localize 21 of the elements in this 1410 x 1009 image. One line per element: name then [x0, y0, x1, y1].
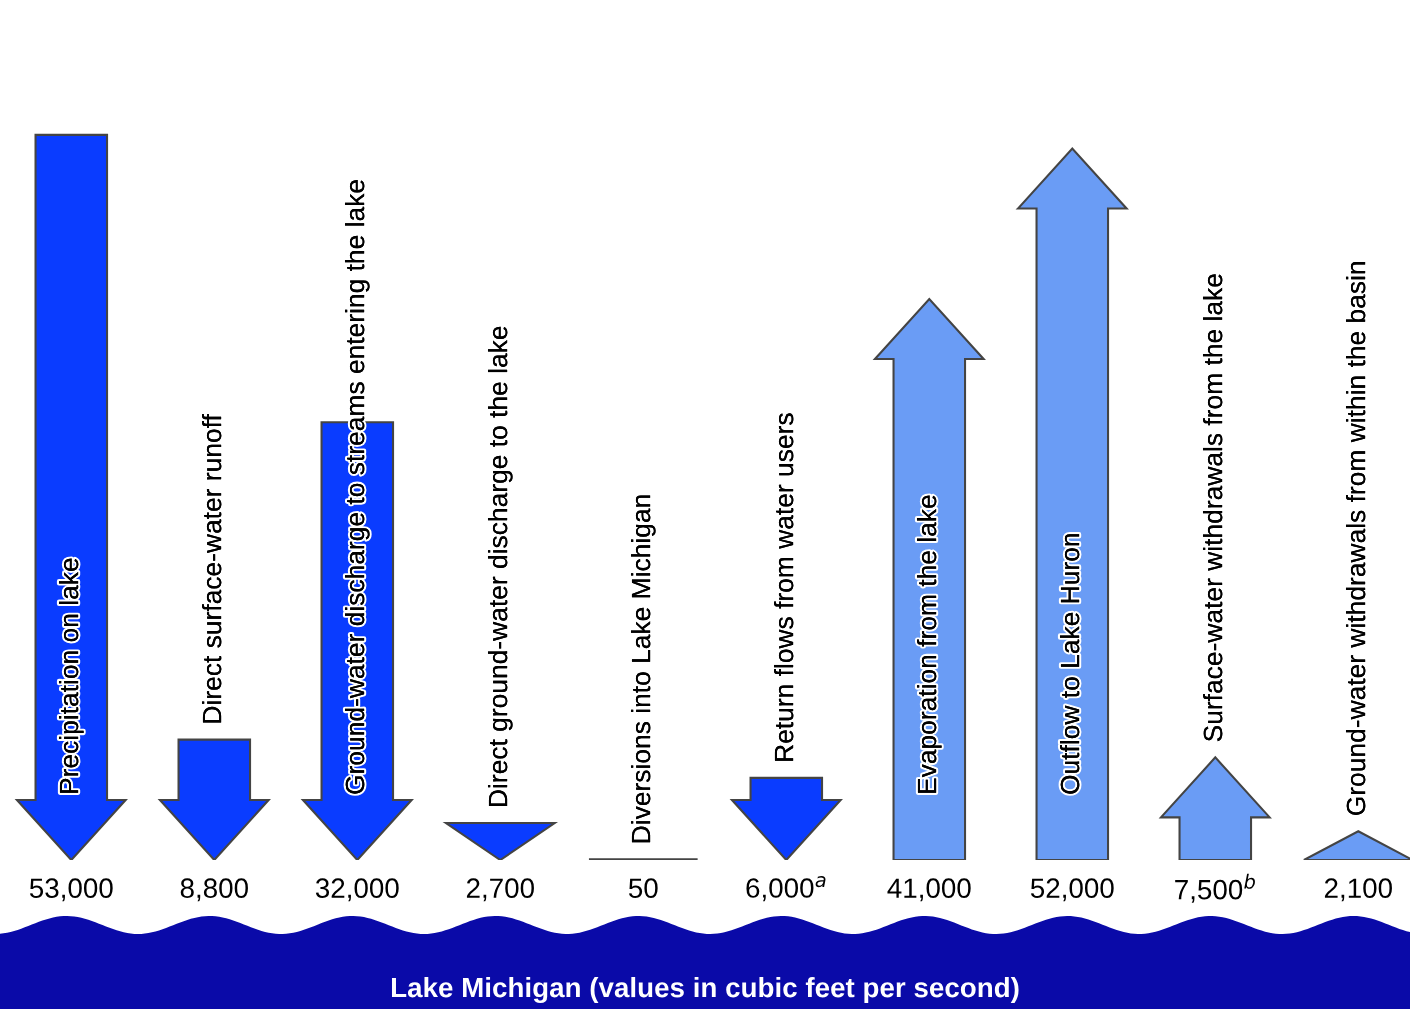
data-label: 2,700 — [466, 878, 534, 902]
data-label: 8,800 — [180, 878, 248, 902]
category-label: Evaporation from the lake — [916, 495, 942, 793]
category-label: Diversions into Lake Michigan — [630, 495, 656, 843]
category-label: Direct surface-water runoff — [201, 414, 222, 723]
data-label: 52,000 — [1030, 878, 1114, 902]
category-label: Surface-water withdrawals from the lake — [1202, 274, 1223, 742]
data-label: 41,000 — [887, 878, 971, 902]
data-label: 7,500$^{b}$ — [1175, 873, 1255, 903]
data-label: 53,000 — [29, 878, 113, 902]
data-label: 2,100 — [1324, 878, 1392, 902]
category-label: Ground-water withdrawals from within the basin — [1345, 262, 1366, 815]
category-label: Ground-water discharge to streams entering the lake — [344, 180, 370, 794]
text: Lake Michigan (values in cubic feet per second) — [391, 976, 1019, 1004]
data-label: 32,000 — [315, 878, 399, 902]
category-label: Direct ground-water discharge to the lake — [487, 326, 513, 806]
data-label: 50 — [628, 878, 658, 899]
category-label: Precipitation on lake — [58, 558, 84, 793]
category-label: Outflow to Lake Huron — [1059, 534, 1080, 794]
data-label: 6,000$^{a}$ — [746, 876, 826, 902]
category-label: Return flows from water users — [773, 413, 794, 761]
